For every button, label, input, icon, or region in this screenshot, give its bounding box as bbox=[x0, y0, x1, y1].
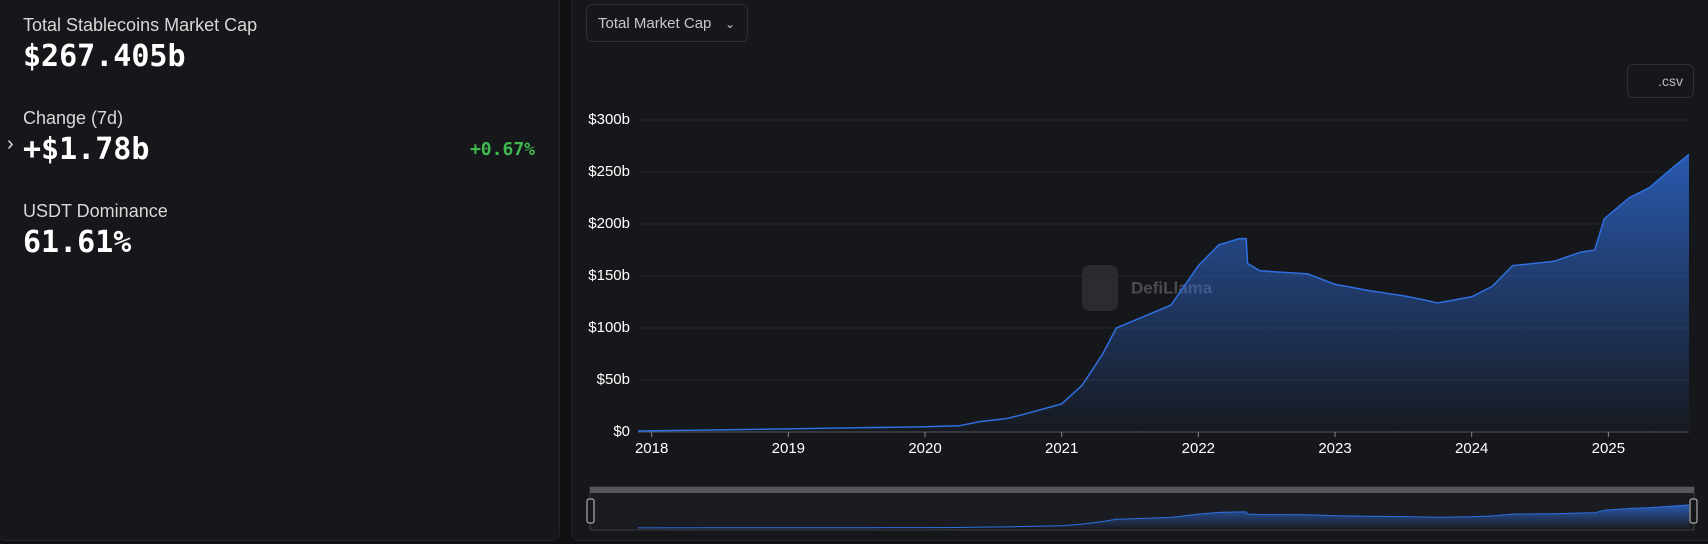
csv-label: .csv bbox=[1658, 73, 1683, 89]
y-tick-label: $200b bbox=[588, 215, 630, 232]
y-tick-label: $100b bbox=[588, 319, 630, 336]
line bbox=[637, 153, 1690, 432]
y-tick-label: $250b bbox=[588, 163, 630, 180]
stat-value: 61.61% bbox=[23, 225, 132, 260]
line bbox=[637, 504, 1690, 529]
x-tick-label: 2019 bbox=[772, 440, 805, 457]
x-tick-label: 2023 bbox=[1318, 440, 1351, 457]
watermark-logo bbox=[1082, 265, 1118, 311]
brush-handle[interactable] bbox=[1689, 498, 1698, 524]
stat-label: Total Stablecoins Market Cap bbox=[23, 15, 258, 35]
stat-label: USDT Dominance bbox=[23, 201, 168, 221]
y-tick-label: $300b bbox=[588, 111, 630, 128]
change-percent: +0.67% bbox=[469, 139, 535, 160]
chevron: ⌄ bbox=[724, 17, 735, 31]
x-tick-label: 2021 bbox=[1045, 440, 1078, 457]
y-tick-label: $150b bbox=[588, 267, 630, 284]
brush-handle-bar[interactable] bbox=[590, 487, 1694, 493]
stat-label: Change (7d) bbox=[23, 108, 124, 128]
brush-handle[interactable] bbox=[586, 498, 595, 524]
x-tick-label: 2022 bbox=[1182, 440, 1215, 457]
stat-value: $267.405b bbox=[23, 39, 186, 74]
y-tick-label: $0 bbox=[613, 423, 630, 440]
y-tick-label: $50b bbox=[597, 371, 630, 388]
x-tick-label: 2020 bbox=[908, 440, 941, 457]
csv-button[interactable]: .csv bbox=[1627, 64, 1694, 98]
chart-panel bbox=[571, 0, 1708, 541]
stat-value: +$1.78b bbox=[23, 132, 150, 167]
expand-arrow[interactable]: › bbox=[7, 133, 14, 155]
x-tick-label: 2024 bbox=[1455, 440, 1488, 457]
dropdown-label: Total Market Cap bbox=[598, 15, 712, 32]
x-tick-label: 2018 bbox=[635, 440, 668, 457]
dropdown[interactable]: Total Market Cap ⌄ bbox=[586, 4, 748, 42]
stats-panel: Total Stablecoins Market Cap $267.405b C… bbox=[0, 0, 560, 541]
area bbox=[638, 154, 1689, 433]
area bbox=[638, 504, 1689, 528]
x-tick-label: 2025 bbox=[1592, 440, 1625, 457]
